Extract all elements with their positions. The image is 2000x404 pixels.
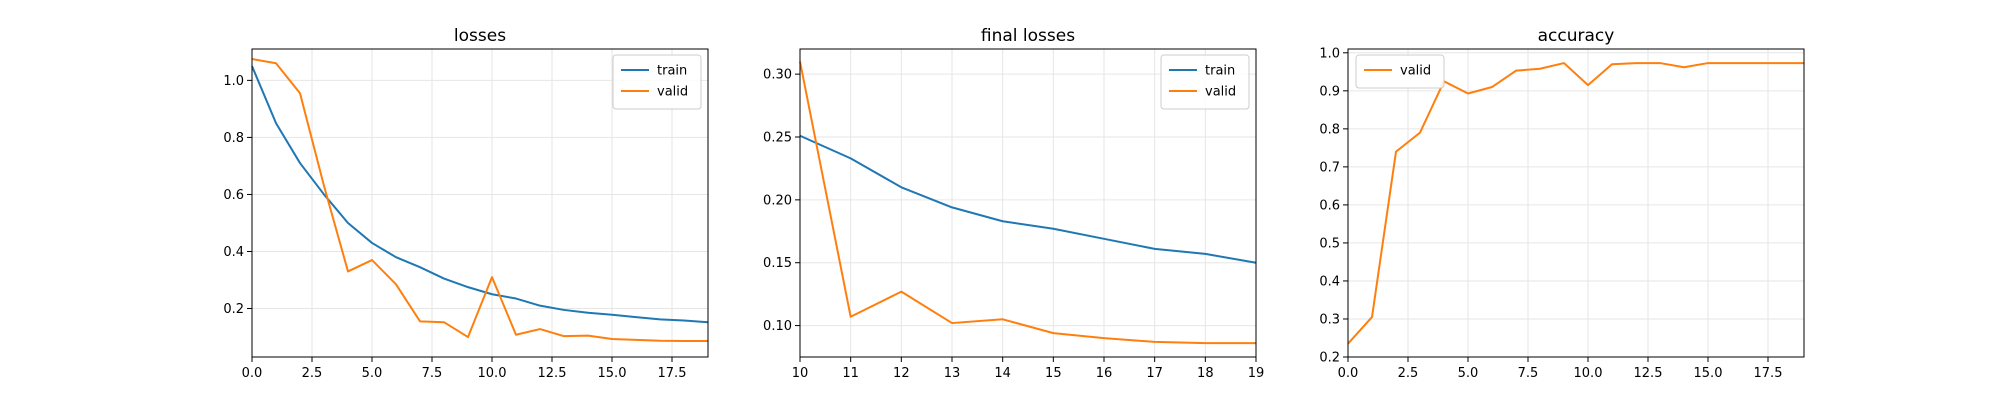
y-tick-label: 0.7 [1319, 160, 1340, 175]
x-tick-label: 11 [842, 366, 859, 381]
series-line-valid [251, 57, 708, 343]
x-tick-label: 5.0 [1458, 366, 1479, 381]
chart-legend: train valid [1160, 54, 1250, 110]
legend-box [1355, 54, 1445, 89]
x-tick-label: 17.5 [1754, 366, 1783, 381]
y-tick-label: 1.0 [1319, 46, 1340, 61]
y-tick-label: 0.3 [1319, 312, 1340, 327]
x-tick-label: 0.0 [1338, 366, 1359, 381]
x-tick-label: 15 [1045, 366, 1062, 381]
legend-label-train: train [657, 64, 687, 79]
y-tick-label: 0.30 [763, 68, 792, 83]
legend-label-valid: valid [657, 85, 688, 100]
y-tick-label: 0.15 [763, 256, 792, 271]
x-tick-label: 7.5 [422, 366, 443, 381]
x-tick-label: 10.0 [478, 366, 507, 381]
chart-legend: valid [1355, 54, 1445, 89]
y-tick-label: 0.20 [763, 193, 792, 208]
series-line-valid [1347, 62, 1804, 345]
y-tick-label: 0.8 [223, 131, 244, 146]
x-tick-label: 5.0 [362, 366, 383, 381]
x-tick-label: 7.5 [1518, 366, 1539, 381]
y-tick-label: 0.4 [223, 245, 244, 260]
legend-box [612, 54, 702, 110]
y-tick-label: 0.2 [223, 302, 244, 317]
chart-panel-1: final losses 10 11 12 13 14 15 16 17 18 19 0.10 0.15… [763, 26, 1264, 381]
x-tick-label: 17.5 [658, 366, 687, 381]
legend-label-valid: valid [1205, 85, 1236, 100]
legend-label-valid: valid [1400, 64, 1431, 79]
x-tick-label: 14 [994, 366, 1011, 381]
x-tick-label: 17 [1146, 366, 1163, 381]
x-tick-label: 19 [1248, 366, 1265, 381]
x-tick-label: 13 [944, 366, 961, 381]
y-tick-label: 0.5 [1319, 236, 1340, 251]
x-tick-label: 15.0 [598, 366, 627, 381]
x-tick-label: 10.0 [1574, 366, 1603, 381]
series-line-valid [799, 61, 1256, 345]
axes-frame [799, 48, 1257, 358]
x-tick-label: 2.5 [302, 366, 323, 381]
x-tick-label: 10 [792, 366, 809, 381]
legend-box [1160, 54, 1250, 110]
y-tick-label: 0.6 [1319, 198, 1340, 213]
x-tick-label: 15.0 [1694, 366, 1723, 381]
x-tick-label: 16 [1096, 366, 1113, 381]
axes-frame [1347, 48, 1805, 358]
chart-title: final losses [981, 26, 1075, 46]
y-tick-label: 0.9 [1319, 84, 1340, 99]
y-tick-label: 0.25 [763, 131, 792, 146]
y-tick-label: 0.10 [763, 319, 792, 334]
x-tick-label: 18 [1197, 366, 1214, 381]
x-tick-label: 12.5 [1634, 366, 1663, 381]
legend-label-train: train [1205, 64, 1235, 79]
x-tick-label: 2.5 [1398, 366, 1419, 381]
y-tick-label: 0.2 [1319, 351, 1340, 366]
chart-legend: train valid [612, 54, 702, 110]
y-tick-label: 1.0 [223, 74, 244, 89]
y-tick-label: 0.4 [1319, 274, 1340, 289]
axes-frame [251, 48, 709, 358]
y-tick-label: 0.6 [223, 188, 244, 203]
chart-title: losses [454, 26, 506, 46]
chart-panel-2: accuracy 0.0 2.5 5.0 7.5 10.0 12.5 15.0 17.5 0.2 0… [1319, 26, 1805, 381]
x-tick-label: 12 [893, 366, 910, 381]
y-tick-label: 0.8 [1319, 122, 1340, 137]
chart-panel-0: losses 0.0 2.5 5.0 7.5 10.0 12.5 15.0 17.5 0.2 0.4… [223, 26, 709, 381]
x-tick-label: 12.5 [538, 366, 567, 381]
series-line-train [799, 134, 1257, 264]
x-tick-label: 0.0 [242, 366, 263, 381]
chart-title: accuracy [1538, 26, 1615, 46]
